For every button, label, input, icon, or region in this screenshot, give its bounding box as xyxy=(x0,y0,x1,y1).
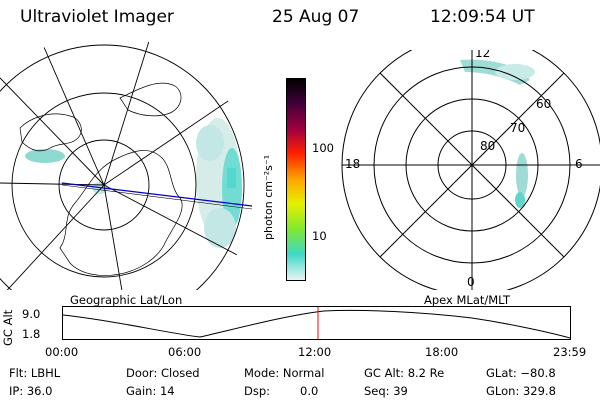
altitude-curve xyxy=(62,309,571,339)
status-glon: GLon: 329.8 xyxy=(486,384,556,398)
colorbar xyxy=(286,78,306,281)
status-flt: Flt: LBHL xyxy=(9,366,61,380)
mlat-label-60: 60 xyxy=(536,97,551,111)
satellite-track-shadow xyxy=(61,184,253,210)
mlt-grid xyxy=(342,50,600,290)
time-label: 12:09:54 UT xyxy=(430,7,535,27)
status-gain: Gain: 14 xyxy=(126,384,175,398)
alt-ytick-max: 9.0 xyxy=(22,307,41,321)
aurora-emission-magnetic xyxy=(460,59,535,208)
alt-plot-ylabel: GC Alt xyxy=(1,309,15,346)
geographic-map-panel xyxy=(0,38,254,290)
alt-xtick-1200: 12:00 xyxy=(298,345,332,359)
status-gc-alt: GC Alt: 8.2 Re xyxy=(364,366,445,380)
left-panel-caption: Geographic Lat/Lon xyxy=(70,293,183,307)
alt-xtick-0600: 06:00 xyxy=(168,345,202,359)
satellite-track-line xyxy=(61,182,253,207)
alt-xtick-1800: 18:00 xyxy=(425,345,459,359)
continent-outline xyxy=(59,150,183,276)
status-dsp-value: 0.0 xyxy=(300,384,319,398)
colorbar-tick-10: 10 xyxy=(312,229,327,243)
status-dsp-label: Dsp: xyxy=(244,384,271,398)
continent-outline-3 xyxy=(119,82,182,117)
status-door: Door: Closed xyxy=(126,366,200,380)
mlt-label-6: 6 xyxy=(575,157,583,171)
alt-ytick-min: 1.8 xyxy=(22,327,41,341)
right-panel-caption: Apex MLat/MLT xyxy=(424,293,511,307)
date-label: 25 Aug 07 xyxy=(272,7,360,27)
colorbar-unit-label: photon cm⁻²s⁻¹ xyxy=(262,154,275,240)
continent-outline-2 xyxy=(19,113,82,152)
status-glat: GLat: −80.8 xyxy=(486,366,556,380)
alt-xtick-2359: 23:59 xyxy=(553,345,587,359)
status-seq: Seq: 39 xyxy=(364,384,408,398)
mlt-label-18: 18 xyxy=(345,157,360,171)
mlt-label-0: 0 xyxy=(467,275,475,289)
mlt-label-12: 12 xyxy=(475,50,490,60)
magnetic-map-panel: 12 18 6 0 60 70 80 xyxy=(341,50,600,290)
altitude-plot xyxy=(62,306,571,340)
mlat-label-70: 70 xyxy=(510,121,525,135)
mlat-label-80: 80 xyxy=(480,139,495,153)
instrument-title: Ultraviolet Imager xyxy=(20,7,174,27)
status-mode: Mode: Normal xyxy=(244,366,325,380)
latitude-grid xyxy=(0,44,245,290)
status-ip: IP: 36.0 xyxy=(9,384,53,398)
aurora-emission-right xyxy=(196,118,242,248)
alt-xtick-0000: 00:00 xyxy=(45,345,79,359)
colorbar-tick-100: 100 xyxy=(312,141,334,155)
